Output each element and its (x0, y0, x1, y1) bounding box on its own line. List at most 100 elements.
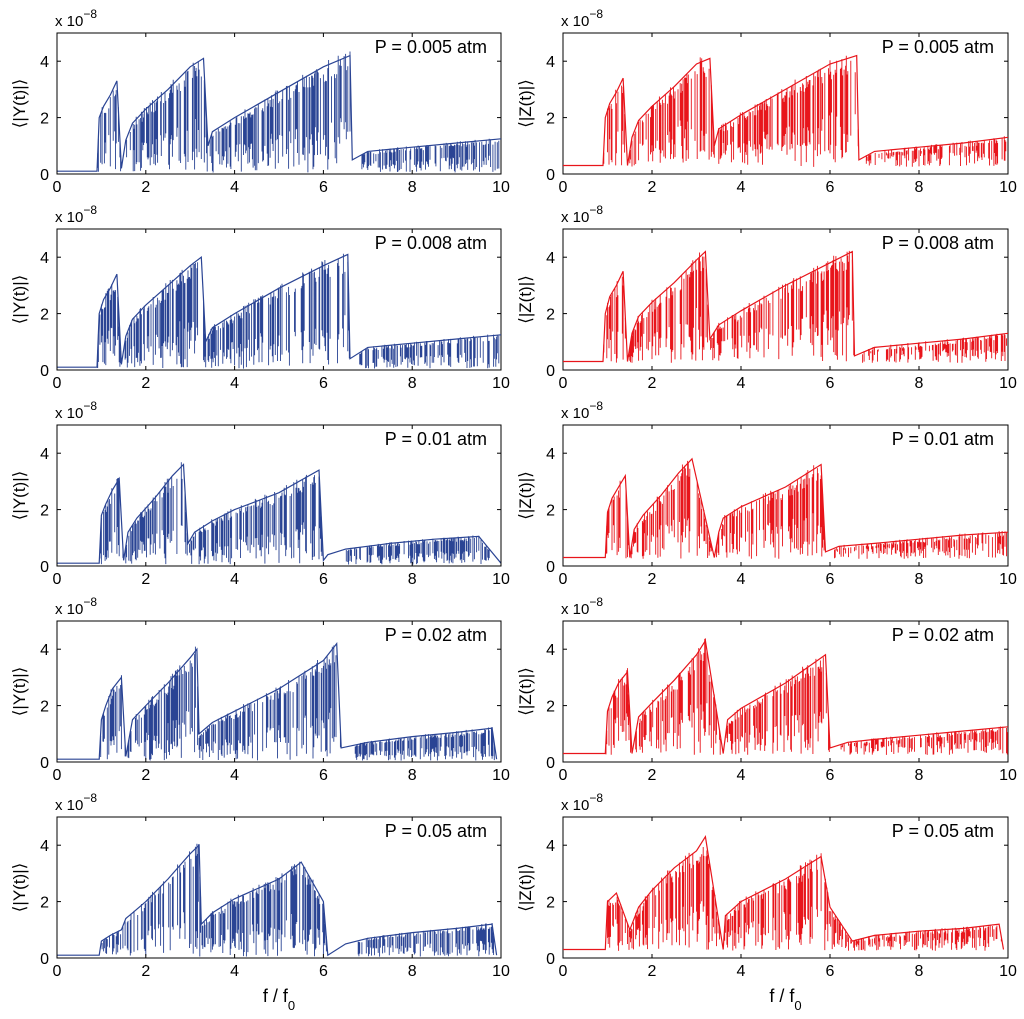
y-tick-label: 0 (40, 363, 49, 380)
y-exponent-label: x 10−8 (55, 203, 97, 226)
panel-left-3: 0 2 4 6 8 10 0 2 4 x 10−8 ⟨|Y(t)|⟩ P = 0.02 atm (10, 595, 510, 784)
x-tick-label: 8 (408, 375, 417, 392)
pressure-annotation: P = 0.008 atm (882, 233, 994, 253)
y-exponent-label: x 10−8 (561, 595, 603, 618)
y-tick-label: 0 (546, 167, 555, 184)
x-tick-label: 0 (559, 767, 568, 784)
x-tick-label: 10 (999, 571, 1017, 588)
y-exponent-power: −8 (83, 7, 97, 21)
series-line (57, 253, 501, 368)
y-exponent-power: −8 (589, 595, 603, 609)
x-tick-label: 0 (53, 179, 62, 196)
series-group (563, 638, 1008, 755)
x-tick-label: 6 (319, 571, 328, 588)
x-tick-label: 6 (826, 179, 835, 196)
series-line (563, 835, 1005, 951)
x-tick-label: 2 (648, 963, 657, 980)
x-tick-label: 4 (230, 375, 239, 392)
series-group (57, 253, 501, 369)
x-tick-label: 8 (915, 571, 924, 588)
x-tick-label: 2 (648, 571, 657, 588)
x-tick-label: 8 (915, 767, 924, 784)
x-axis-label-subscript: 0 (794, 998, 801, 1013)
series-spikes (607, 847, 1002, 951)
series-group (57, 462, 501, 565)
y-tick-label: 2 (546, 503, 555, 520)
x-tick-label: 0 (559, 571, 568, 588)
y-tick-label: 0 (546, 755, 555, 772)
x-tick-label: 8 (915, 375, 924, 392)
y-exponent-label: x 10−8 (55, 791, 97, 814)
y-exponent-power: −8 (589, 399, 603, 413)
pressure-annotation: P = 0.005 atm (375, 37, 487, 57)
panel-right-2: 0 2 4 6 8 10 0 2 4 x 10−8 ⟨|Z(t)|⟩ P = 0.01 atm (516, 399, 1017, 588)
y-axis-label: ⟨|Y(t)|⟩ (10, 863, 29, 912)
plot-frame (562, 620, 1009, 763)
y-axis-label: ⟨|Z(t)|⟩ (516, 667, 535, 716)
panel-left-0: 0 2 4 6 8 10 0 2 4 x 10−8 ⟨|Y(t)|⟩ P = 0.005 atm (10, 7, 510, 196)
x-tick-label: 8 (915, 179, 924, 196)
y-tick-label: 0 (40, 951, 49, 968)
x-tick-label: 2 (648, 375, 657, 392)
x-tick-label: 2 (648, 179, 657, 196)
x-tick-label: 4 (230, 767, 239, 784)
y-exponent-power: −8 (589, 203, 603, 217)
y-axis-label: ⟨|Y(t)|⟩ (10, 471, 29, 520)
x-tick-label: 2 (141, 375, 150, 392)
pressure-annotation: P = 0.01 atm (385, 429, 487, 449)
series-spikes (100, 645, 495, 761)
x-tick-label: 2 (141, 179, 150, 196)
panel-left-1: 0 2 4 6 8 10 0 2 4 x 10−8 ⟨|Y(t)|⟩ P = 0.008 atm (10, 203, 510, 392)
y-exponent-power: −8 (589, 7, 603, 21)
x-tick-label: 0 (53, 963, 62, 980)
x-tick-label: 10 (999, 179, 1017, 196)
panel-left-4: 0 2 4 6 8 10 0 2 4 x 10−8 ⟨|Y(t)|⟩ P = 0.05 atm (10, 791, 510, 980)
x-tick-label: 6 (319, 375, 328, 392)
series-group (563, 250, 1008, 363)
x-tick-label: 6 (319, 963, 328, 980)
y-exponent-label: x 10−8 (561, 203, 603, 226)
y-tick-label: 0 (40, 559, 49, 576)
y-tick-label: 2 (546, 895, 555, 912)
y-axis-label: ⟨|Z(t)|⟩ (516, 275, 535, 324)
x-tick-label: 4 (737, 571, 746, 588)
x-tick-label: 4 (737, 179, 746, 196)
x-tick-label: 6 (826, 571, 835, 588)
y-exponent-label: x 10−8 (55, 399, 97, 422)
x-tick-label: 8 (408, 767, 417, 784)
y-tick-label: 2 (40, 503, 49, 520)
y-tick-label: 2 (546, 111, 555, 128)
x-tick-label: 4 (737, 767, 746, 784)
series-line (57, 641, 498, 760)
x-tick-label: 4 (737, 375, 746, 392)
x-tick-label: 10 (999, 375, 1017, 392)
x-tick-label: 10 (492, 963, 510, 980)
series-line (563, 54, 1008, 167)
x-tick-label: 8 (915, 963, 924, 980)
x-tick-label: 10 (492, 179, 510, 196)
x-tick-label: 8 (408, 571, 417, 588)
y-tick-label: 2 (40, 895, 49, 912)
pressure-annotation: P = 0.05 atm (385, 821, 487, 841)
y-tick-label: 4 (546, 446, 555, 463)
series-line (57, 843, 498, 957)
y-axis-label: ⟨|Z(t)|⟩ (516, 79, 535, 128)
x-tick-label: 2 (141, 963, 150, 980)
pressure-annotation: P = 0.05 atm (892, 821, 994, 841)
y-tick-label: 2 (546, 307, 555, 324)
x-tick-label: 2 (141, 571, 150, 588)
series-group (57, 51, 501, 173)
y-exponent-power: −8 (83, 595, 97, 609)
y-tick-label: 0 (546, 363, 555, 380)
x-tick-label: 2 (141, 767, 150, 784)
x-axis-label-subscript: 0 (288, 998, 295, 1013)
y-tick-label: 0 (40, 167, 49, 184)
x-tick-label: 6 (319, 767, 328, 784)
y-exponent-label: x 10−8 (561, 399, 603, 422)
y-tick-label: 2 (40, 307, 49, 324)
y-tick-label: 0 (40, 755, 49, 772)
pressure-annotation: P = 0.01 atm (892, 429, 994, 449)
x-tick-label: 0 (53, 571, 62, 588)
y-tick-label: 4 (546, 838, 555, 855)
